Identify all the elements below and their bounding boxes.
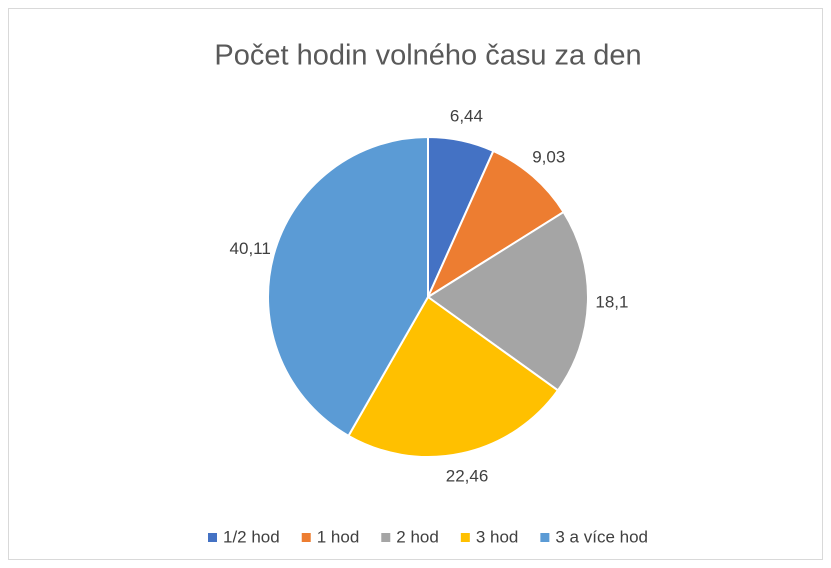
pie-slice: [347, 295, 560, 458]
legend-swatch: [460, 533, 470, 542]
legend-label: 2 hod: [396, 527, 439, 546]
legend-swatch: [381, 533, 391, 542]
data-label: 6,44: [450, 107, 483, 126]
pie-slice: [267, 135, 429, 438]
legend-label: 1/2 hod: [223, 527, 280, 546]
legend-swatch: [540, 533, 550, 542]
legend-label: 3 a více hod: [555, 527, 648, 546]
data-label: 9,03: [532, 148, 565, 167]
legend-swatch: [301, 533, 311, 542]
pie-slice: [425, 149, 565, 300]
data-label: 40,11: [230, 239, 271, 258]
legend-label: 1 hod: [317, 527, 360, 546]
data-label: 18,1: [595, 292, 628, 311]
legend-swatch: [208, 533, 217, 542]
pie-slice: [426, 210, 589, 392]
legend-label: 3 hod: [476, 527, 519, 546]
data-label: 22,46: [446, 466, 489, 485]
chart-title: Počet hodin volného času za den: [214, 40, 641, 72]
